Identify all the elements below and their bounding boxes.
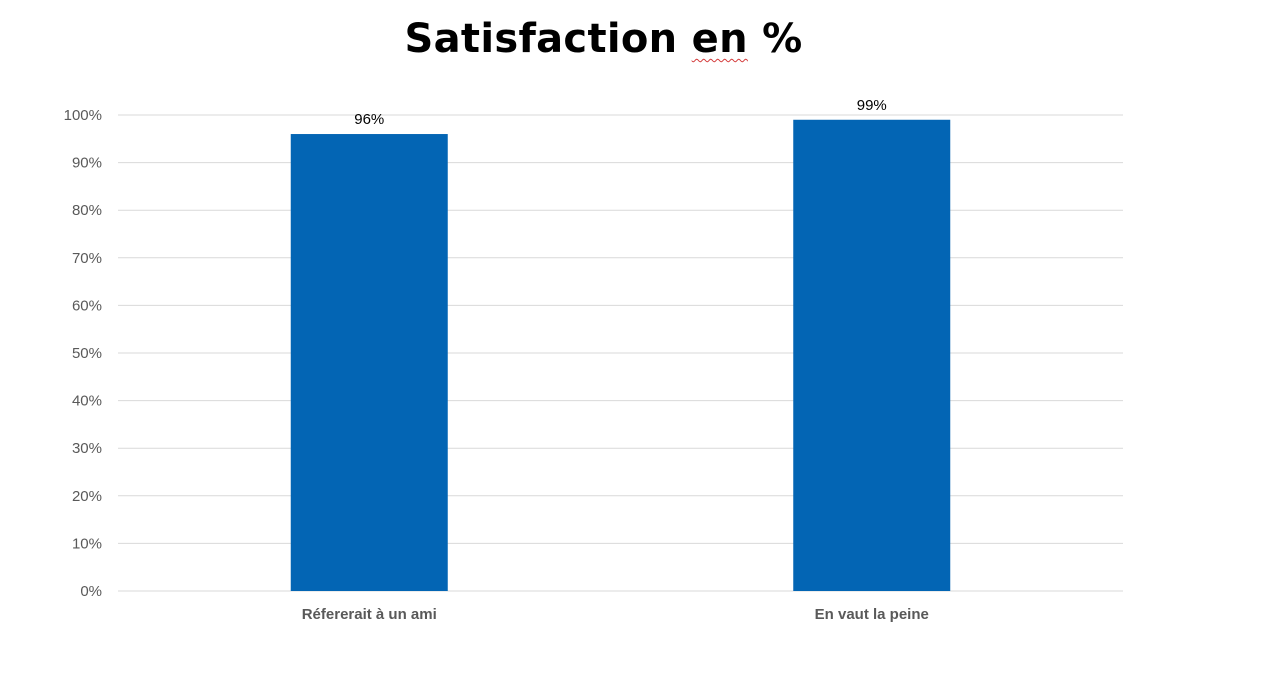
y-tick-label: 20% — [72, 488, 102, 505]
bar-1 — [290, 134, 448, 592]
y-tick-label: 90% — [72, 155, 102, 172]
chart-title-tail: % — [747, 16, 803, 62]
y-tick-label: 70% — [72, 250, 102, 267]
x-category-label: En vaut la peine — [815, 606, 929, 623]
bar-2 — [793, 119, 951, 591]
y-axis-tick-labels: 0% 10% 20% 30% 40% 50% 60% 70% 80% 90% 100% — [64, 107, 102, 600]
chart-title-flagged-word: en — [691, 16, 748, 62]
chart-title-lead: Satisfaction — [404, 16, 692, 62]
data-labels: 96% 99% — [354, 97, 887, 128]
data-label: 99% — [857, 97, 887, 114]
y-tick-label: 50% — [72, 345, 102, 362]
chart-title: Satisfaction en % — [0, 16, 1207, 62]
y-tick-label: 60% — [72, 297, 102, 314]
y-tick-label: 0% — [80, 583, 102, 600]
x-category-label: Réfererait à un ami — [302, 606, 437, 623]
y-tick-label: 80% — [72, 202, 102, 219]
data-label: 96% — [354, 111, 384, 128]
y-tick-label: 100% — [64, 107, 102, 124]
bars — [290, 119, 951, 592]
gridlines — [118, 114, 1123, 592]
y-tick-label: 40% — [72, 393, 102, 410]
y-tick-label: 10% — [72, 535, 102, 552]
y-tick-label: 30% — [72, 440, 102, 457]
x-axis-category-labels: Réfererait à un ami En vaut la peine — [302, 606, 929, 623]
